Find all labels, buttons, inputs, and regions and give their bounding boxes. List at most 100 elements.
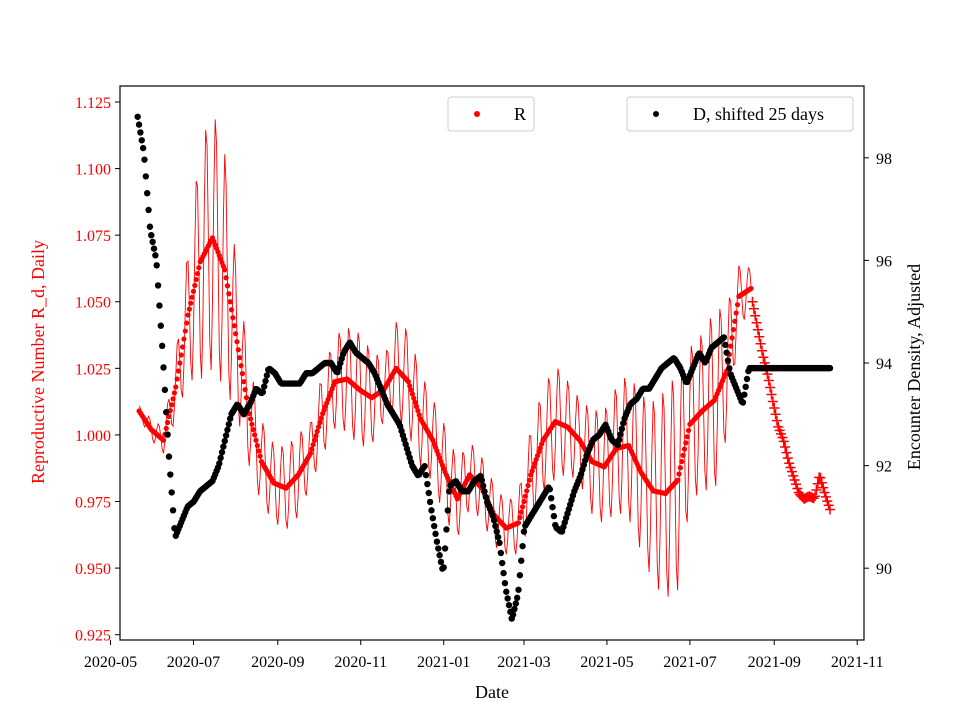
x-tick-label: 2020-11 xyxy=(334,654,387,671)
series-d-point xyxy=(445,488,453,495)
series-r-point xyxy=(413,403,420,410)
series-r-point xyxy=(310,442,316,448)
series-r-point xyxy=(521,498,527,505)
series-d-point xyxy=(262,377,269,385)
series-r-point xyxy=(314,428,320,434)
series-r-point xyxy=(309,446,315,452)
series-d-point xyxy=(138,137,145,144)
series-r-point xyxy=(185,312,191,318)
series-r-point xyxy=(256,448,262,454)
legend-r-frame xyxy=(447,96,535,132)
series-d-point xyxy=(158,342,166,350)
series-r-plus-point xyxy=(788,470,799,481)
series-r-point xyxy=(173,384,179,390)
series-r-plus-point xyxy=(778,436,789,447)
series-r-plus-point xyxy=(811,485,822,496)
series-r-plus-point xyxy=(755,338,766,349)
series-r-point xyxy=(524,488,530,494)
series-d-point xyxy=(826,364,834,372)
series-d-point xyxy=(739,399,747,406)
series-d-point xyxy=(222,432,230,439)
series-d-point xyxy=(504,595,511,602)
series-r-plus-point xyxy=(784,458,795,469)
x-tick-label: 2021-01 xyxy=(417,654,470,671)
series-r-line xyxy=(138,119,752,597)
series-d-point xyxy=(443,526,450,533)
series-r-point xyxy=(407,383,413,389)
series-r-point xyxy=(188,300,194,306)
series-d-point xyxy=(429,515,437,522)
series-r-point xyxy=(675,477,681,483)
y-tick-label-left: 1.000 xyxy=(75,428,111,445)
x-axis-label: Date xyxy=(475,682,509,702)
series-d-point xyxy=(440,564,447,571)
series-r-point xyxy=(247,416,254,422)
series-r-point xyxy=(416,412,422,418)
series-r-point xyxy=(733,310,739,316)
series-d-point xyxy=(167,471,174,478)
series-d-point xyxy=(494,533,502,541)
series-d-point xyxy=(615,436,623,444)
series-r-point xyxy=(242,387,248,393)
series-d-point xyxy=(424,480,431,488)
series-d-point xyxy=(515,586,522,593)
legend-d: D, shifted 25 days xyxy=(626,96,854,132)
series-r-plus-point xyxy=(752,324,763,335)
series-r-point xyxy=(729,335,735,341)
series-d-point xyxy=(742,383,749,391)
legend-d-marker xyxy=(653,111,659,117)
series-d-point xyxy=(490,517,498,524)
series-d-point xyxy=(513,594,521,602)
series-r-point xyxy=(318,415,324,421)
legend-d-label: D, shifted 25 days xyxy=(693,104,824,124)
series-d-point xyxy=(263,372,271,379)
x-tick-label: 2021-11 xyxy=(831,654,884,671)
series-r-plus-point xyxy=(815,472,826,483)
x-tick-label: 2020-05 xyxy=(84,654,137,671)
series-r-plus-point xyxy=(769,403,780,413)
series-r-point xyxy=(728,343,734,349)
series-r-point xyxy=(233,331,239,337)
series-d-point xyxy=(163,409,170,416)
series-d-point xyxy=(139,144,147,152)
legend-r: R xyxy=(447,96,535,132)
series-r-plus-point xyxy=(758,352,769,363)
series-d-point xyxy=(444,507,451,514)
series-r-point xyxy=(179,344,186,350)
series-r-point xyxy=(231,323,237,329)
series-r-point xyxy=(223,275,229,281)
series-r-plus-point xyxy=(754,331,765,342)
series-d-point xyxy=(134,113,141,120)
series-r-point xyxy=(238,363,244,369)
series-d-point xyxy=(260,383,268,390)
series-d-point xyxy=(499,559,506,567)
series-r-plus-point xyxy=(810,491,821,502)
series-r-plus-point xyxy=(816,477,827,488)
series-d-point xyxy=(141,156,148,163)
series-d-point xyxy=(509,611,517,618)
y-tick-label-left: 1.025 xyxy=(75,361,111,378)
x-tick-label: 2021-03 xyxy=(497,654,550,671)
series-d-point xyxy=(500,569,507,577)
series-d-point xyxy=(164,431,171,438)
series-r-point xyxy=(227,299,233,305)
series-r-point xyxy=(165,419,171,426)
series-d-point xyxy=(492,522,499,530)
series-r-plus-point xyxy=(767,396,778,407)
series-d-point xyxy=(518,557,525,564)
series-r-point xyxy=(241,379,247,385)
y-tick-label-left: 0.925 xyxy=(75,628,111,645)
series-d-point xyxy=(153,262,160,269)
series-r-point xyxy=(522,493,528,499)
series-r-plus-point xyxy=(823,500,834,511)
y-tick-label-left: 1.125 xyxy=(75,95,111,112)
series-r-point xyxy=(194,271,201,277)
series-d-point xyxy=(723,349,730,356)
series-d-point xyxy=(148,231,155,239)
series-d-point xyxy=(432,530,439,538)
legend-r-label: R xyxy=(514,104,526,124)
series-r-point xyxy=(237,355,243,361)
series-r-point xyxy=(408,387,414,393)
series-r-point xyxy=(517,514,523,521)
series-d-point xyxy=(512,600,519,607)
